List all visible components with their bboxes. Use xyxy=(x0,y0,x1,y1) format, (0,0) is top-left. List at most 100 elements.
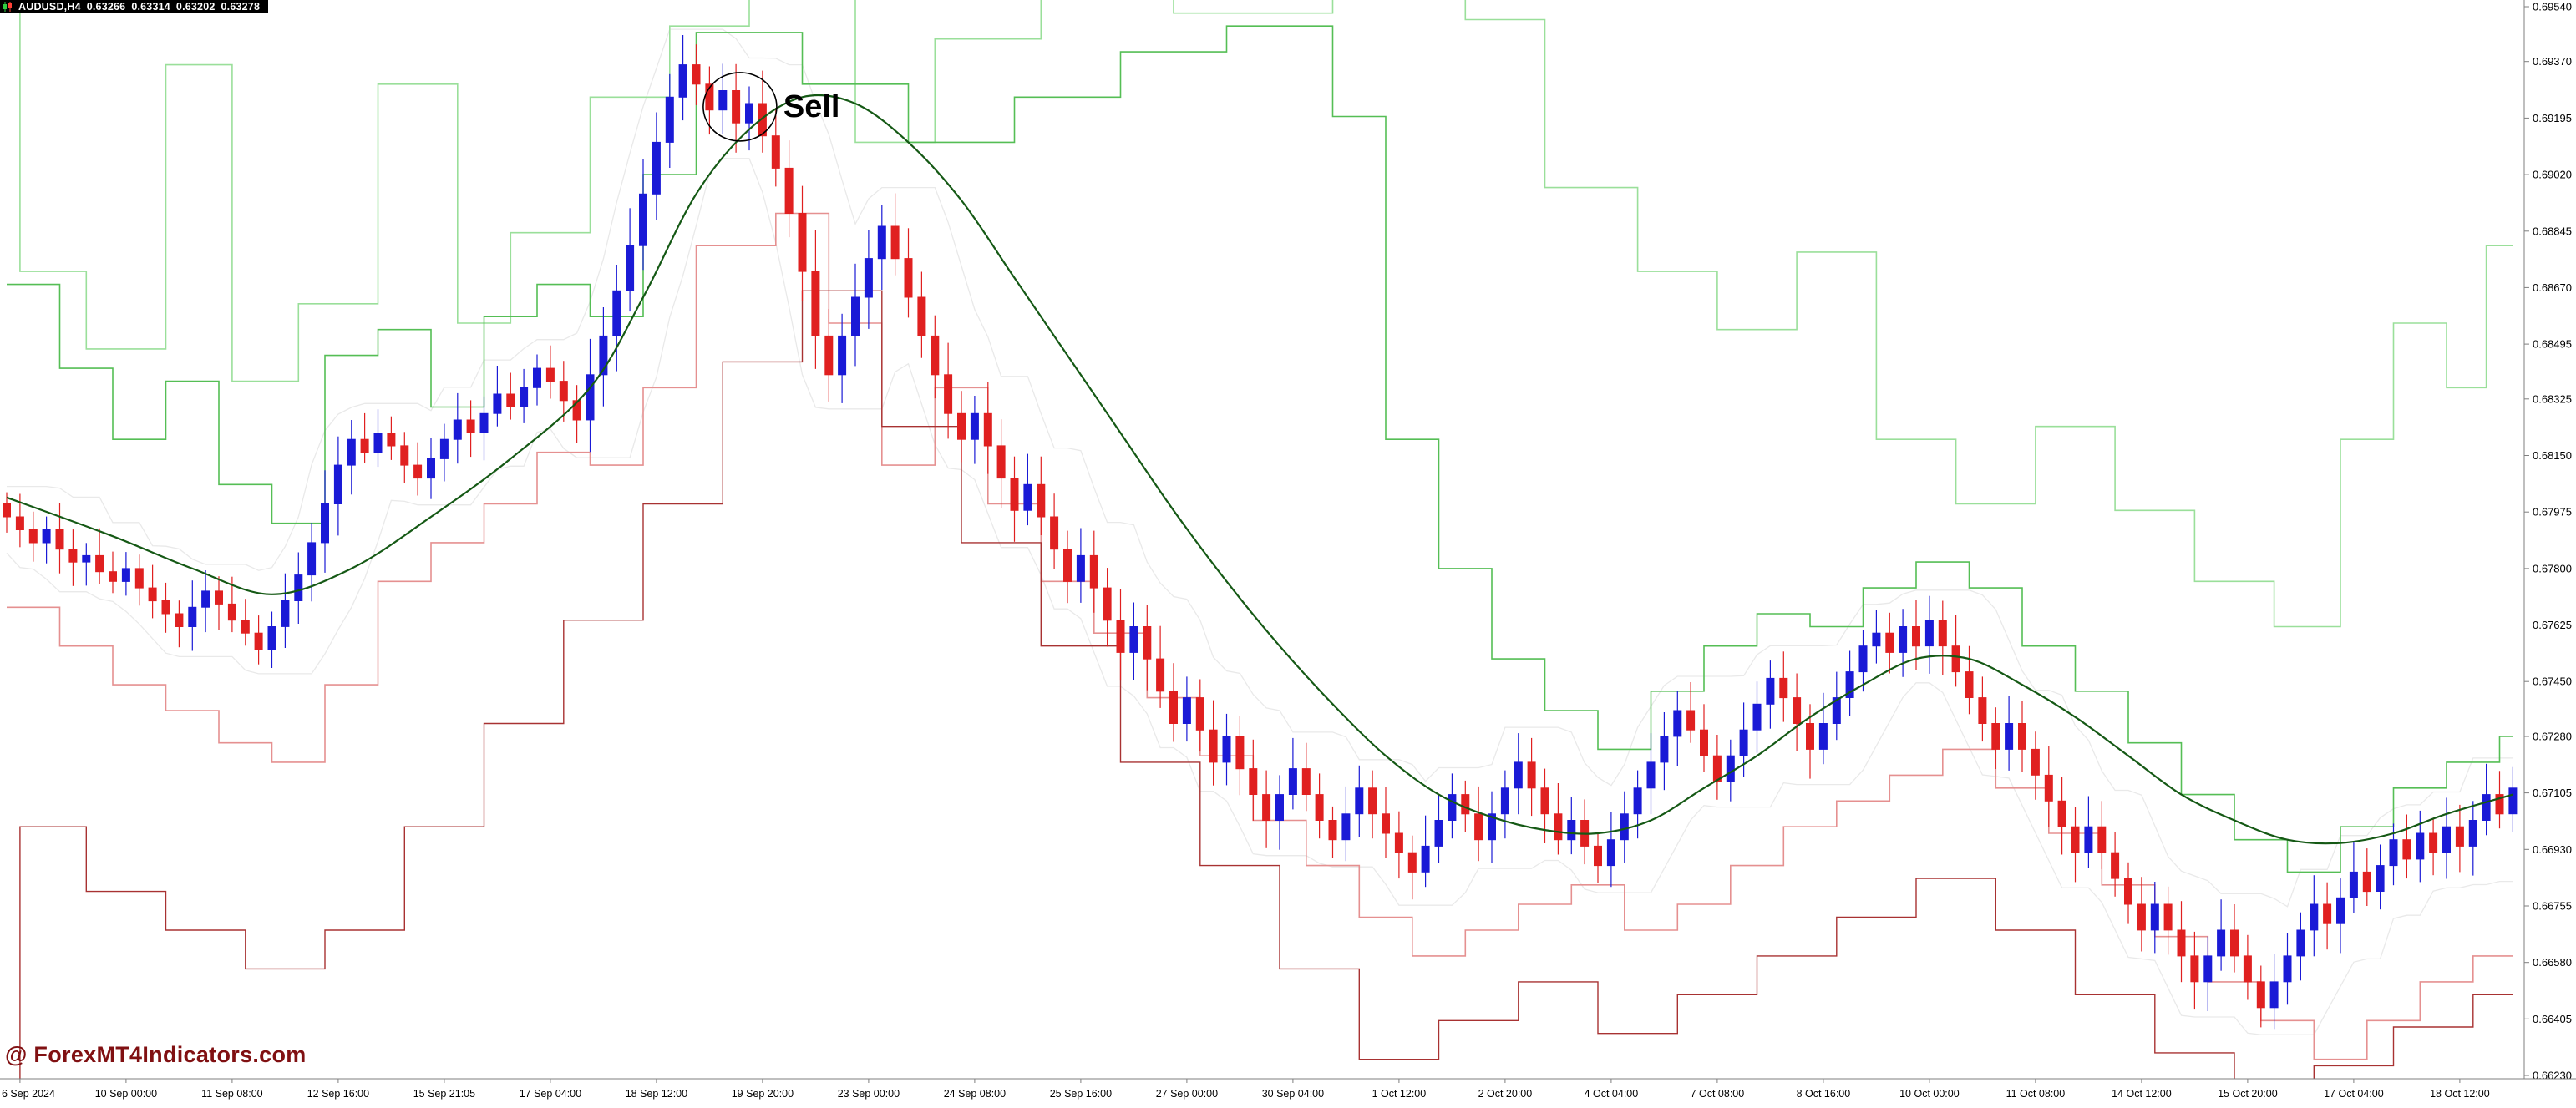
candle-body-up xyxy=(1766,677,1775,705)
candle-body-down xyxy=(148,587,157,602)
time-label: 24 Sep 08:00 xyxy=(944,1088,1006,1100)
candle-body-down xyxy=(1089,554,1098,589)
candle-body-up xyxy=(626,245,635,291)
candle-body-down xyxy=(95,554,104,573)
candle-body-up xyxy=(321,503,329,544)
candle-body-down xyxy=(1037,483,1046,518)
candle-body-down xyxy=(2163,903,2173,931)
quote-open: 0.63266 xyxy=(86,1,126,13)
candle-body-down xyxy=(2097,826,2107,853)
candle-body-down xyxy=(1951,645,1960,673)
candle-body-down xyxy=(1712,755,1722,782)
candle-body-down xyxy=(1965,671,1974,698)
candle-body-down xyxy=(387,433,396,447)
candle-body-down xyxy=(1195,697,1204,731)
price-label: 0.67625 xyxy=(2533,619,2572,631)
candle-body-up xyxy=(2389,839,2398,867)
candle-body-up xyxy=(1620,813,1629,841)
time-axis[interactable]: 6 Sep 2024 10 Sep 00:00 11 Sep 08:00 12 Sep… xyxy=(0,1078,2576,1100)
candle-body-up xyxy=(2482,794,2491,821)
candle-body-down xyxy=(2031,748,2040,776)
candle-body-down xyxy=(1978,697,1987,724)
candle-body-up xyxy=(1488,813,1496,841)
candle-body-down xyxy=(1010,478,1019,511)
candle-body-up xyxy=(82,554,91,563)
candles-layer xyxy=(3,35,2518,1030)
candle-body-down xyxy=(824,335,834,376)
candle-body-up xyxy=(1924,620,1934,647)
candle-body-up xyxy=(1288,768,1297,795)
price-label: 0.68845 xyxy=(2533,225,2572,237)
candle-body-up xyxy=(188,606,197,627)
candle-body-down xyxy=(506,393,515,407)
candle-body-up xyxy=(851,296,860,336)
candle-body-up xyxy=(201,590,210,608)
time-label: 30 Sep 04:00 xyxy=(1262,1088,1324,1100)
candle-body-up xyxy=(718,90,728,111)
price-label: 0.69370 xyxy=(2533,55,2572,68)
candle-body-down xyxy=(944,374,953,414)
candle-body-up xyxy=(2508,787,2518,815)
candle-body-up xyxy=(1434,820,1443,847)
time-label: 10 Sep 00:00 xyxy=(95,1088,157,1100)
candle-body-down xyxy=(931,335,940,376)
candle-body-down xyxy=(68,549,78,563)
candle-body-down xyxy=(1156,658,1165,692)
time-label: 1 Oct 12:00 xyxy=(1372,1088,1427,1100)
candle-body-up xyxy=(1872,632,1881,647)
candle-body-down xyxy=(2111,852,2120,879)
candle-body-down xyxy=(2018,723,2026,750)
candle-body-down xyxy=(1116,620,1125,653)
candle-body-down xyxy=(1540,787,1549,815)
candle-body-down xyxy=(1554,813,1563,841)
candle-body-down xyxy=(1209,729,1218,763)
time-label: 15 Oct 20:00 xyxy=(2218,1088,2278,1100)
time-label: 6 Sep 2024 xyxy=(2,1088,55,1100)
candle-body-down xyxy=(1912,626,1920,647)
candle-body-up xyxy=(493,393,502,414)
candle-body-up xyxy=(1076,554,1085,582)
time-label: 27 Sep 00:00 xyxy=(1156,1088,1218,1100)
candle-body-down xyxy=(1368,787,1377,815)
candle-body-up xyxy=(652,141,661,195)
price-label: 0.68495 xyxy=(2533,338,2572,351)
candle-body-down xyxy=(957,412,966,440)
time-label: 23 Sep 00:00 xyxy=(838,1088,900,1100)
candle-body-down xyxy=(360,438,369,453)
time-label: 11 Oct 08:00 xyxy=(2006,1088,2066,1100)
candle-body-up xyxy=(1858,645,1868,673)
time-label: 8 Oct 16:00 xyxy=(1797,1088,1851,1100)
quote-close: 0.63278 xyxy=(221,1,261,13)
candle-body-up xyxy=(479,412,489,433)
candle-body-down xyxy=(2177,929,2186,957)
candle-body-up xyxy=(2296,929,2305,957)
candle-body-up xyxy=(2269,981,2279,1009)
candle-body-down xyxy=(1779,677,1788,699)
candle-body-up xyxy=(1514,761,1523,789)
candle-body-up xyxy=(1341,813,1351,841)
candle-body-up xyxy=(2468,820,2477,847)
time-label: 7 Oct 08:00 xyxy=(1691,1088,1745,1100)
indicator-band-3 xyxy=(19,290,2513,1079)
candle-body-down xyxy=(2455,826,2464,847)
candle-body-down xyxy=(1991,723,2000,750)
candle-body-up xyxy=(1673,710,1682,737)
sell-circle xyxy=(702,72,778,142)
time-label: 15 Sep 21:05 xyxy=(413,1088,475,1100)
candle-body-down xyxy=(1594,845,1602,867)
price-axis[interactable]: 0.69540 0.69370 0.69195 0.69020 0.68845 0.686… xyxy=(2523,0,2572,1082)
candle-body-up xyxy=(2150,903,2159,931)
plot-area[interactable] xyxy=(3,0,2518,1108)
candle-body-up xyxy=(1448,794,1457,821)
time-label: 2 Oct 20:00 xyxy=(1478,1088,1533,1100)
candle-body-down xyxy=(1686,710,1696,731)
candle-body-down xyxy=(1700,729,1708,756)
candle-body-down xyxy=(1328,820,1337,841)
candle-body-up xyxy=(1129,626,1138,653)
candle-body-up xyxy=(838,335,847,376)
time-label: 12 Sep 16:00 xyxy=(307,1088,369,1100)
candle-body-down xyxy=(2362,871,2371,893)
candle-body-up xyxy=(2217,929,2226,957)
